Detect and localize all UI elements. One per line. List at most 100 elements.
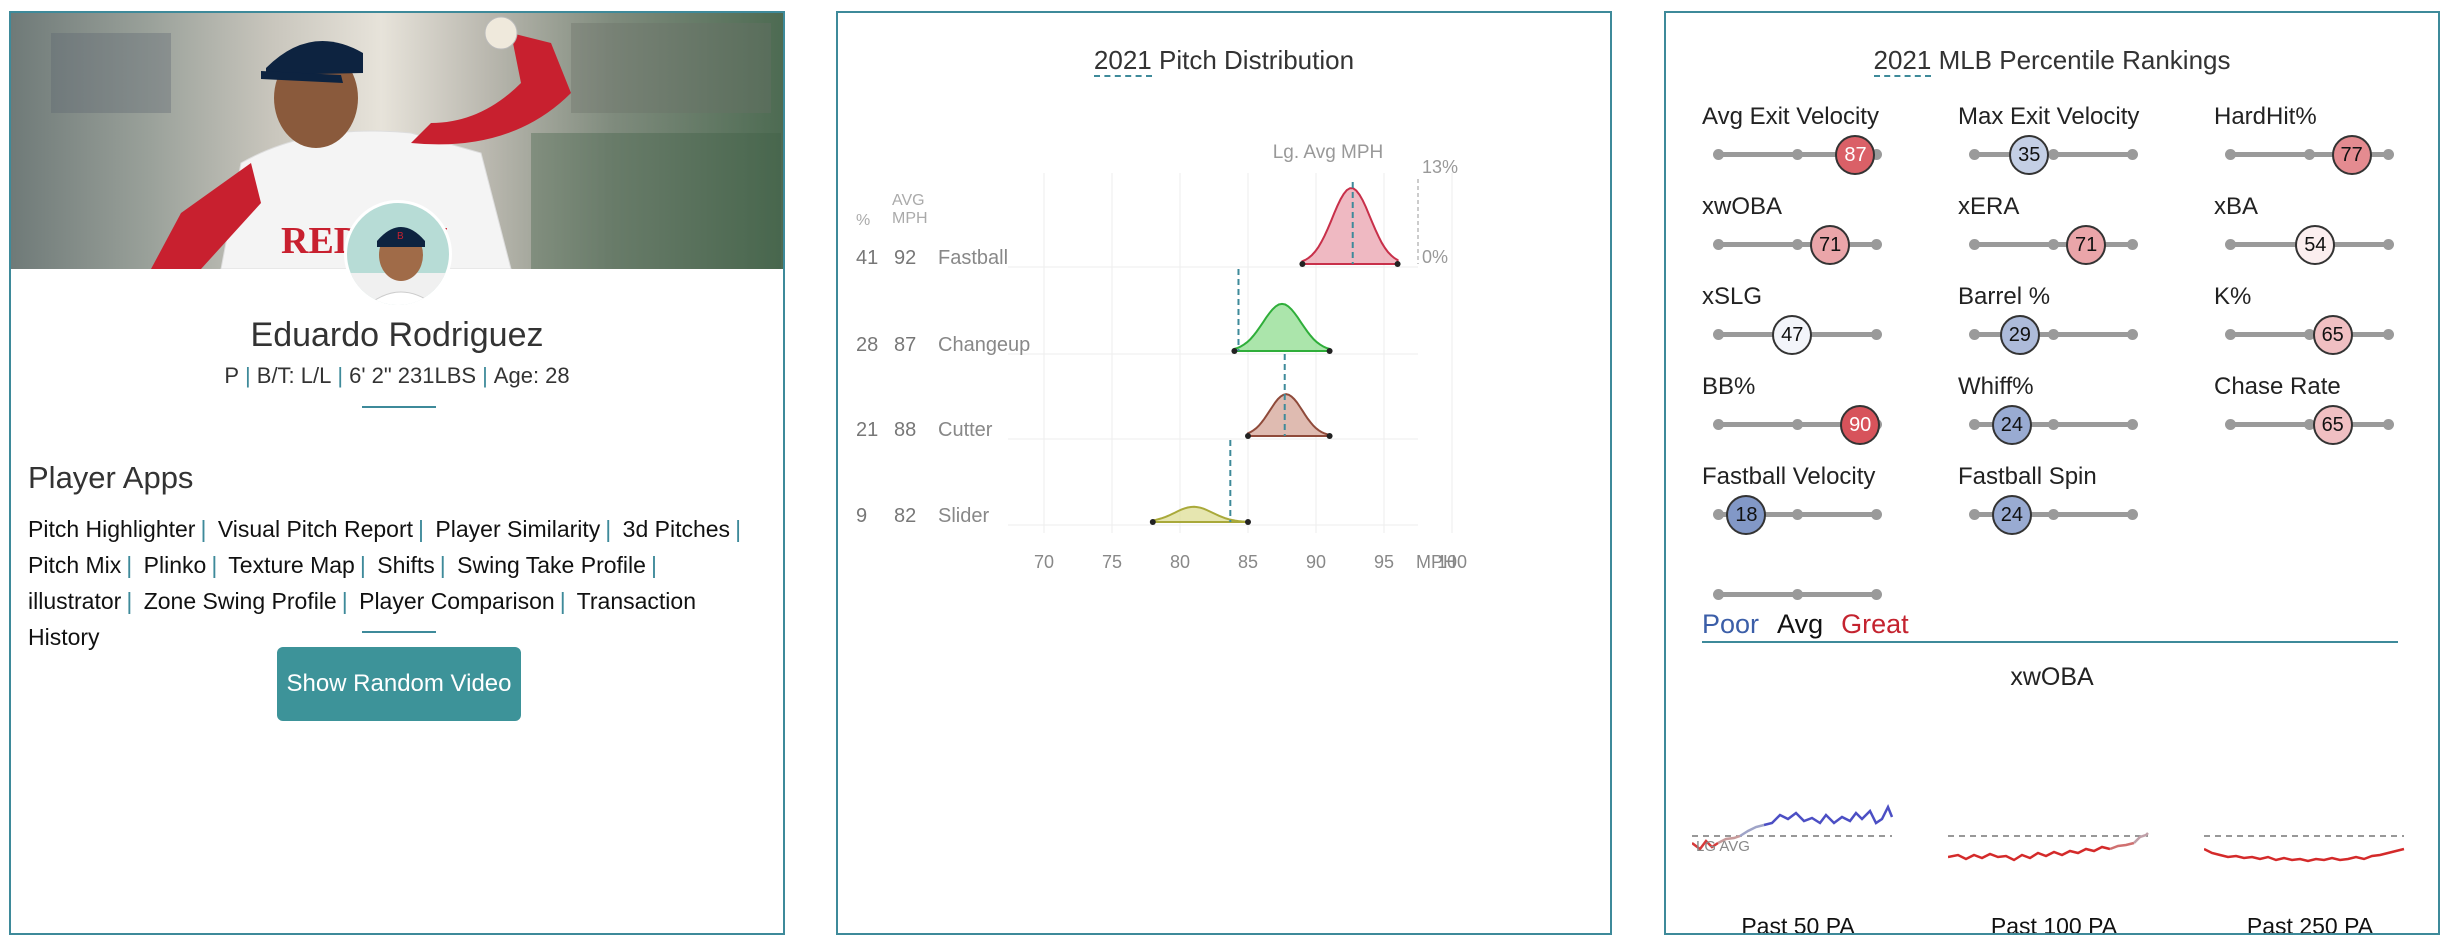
percentile-metric[interactable]: Max Exit Velocity 35 [1958,103,2158,183]
percentile-metric[interactable]: Fastball Velocity 18 [1702,463,1902,543]
app-link[interactable]: Pitch Highlighter [28,516,196,542]
metric-track-dot [2048,149,2059,160]
player-height-weight: 6' 2" 231LBS [349,363,477,388]
divider [362,631,436,633]
app-separator: | [735,516,742,542]
app-link[interactable]: Player Comparison [359,588,555,614]
app-link[interactable]: Shifts [377,552,435,578]
percentile-metric[interactable]: xBA 54 [2214,193,2414,273]
scale-min-label: 0% [1422,247,1448,267]
column-header-avg: AVG [892,192,925,209]
metric-track-dot [2304,149,2315,160]
percentile-metric[interactable]: K% 65 [2214,283,2414,363]
metric-percentile-bubble: 54 [2295,225,2336,265]
metric-label: Avg Exit Velocity [1702,103,1879,130]
percentile-metric[interactable]: HardHit% 77 [2214,103,2414,183]
percentile-metric[interactable]: xSLG 47 [1702,283,1902,363]
x-tick-label: 80 [1170,552,1190,572]
scale-max-label: 13% [1422,157,1458,177]
x-tick-label: 95 [1374,552,1394,572]
metric-label: xwOBA [1702,193,1783,220]
pitch-type-label: Fastball [938,247,1008,269]
metric-label: BB% [1702,373,1756,400]
show-random-video-button[interactable]: Show Random Video [277,647,521,721]
metric-track-dot [2304,419,2315,430]
metric-track-dot [1871,239,1882,250]
app-separator: | [126,552,133,578]
pitch-usage-pct: 9 [856,505,867,527]
legend-avg: Avg [1777,609,1824,639]
metric-percentile-bubble: 35 [2009,135,2050,175]
metric-track-dot [1871,329,1882,340]
app-link[interactable]: Pitch Mix [28,552,122,578]
metric-percentile-bubble: 71 [2066,225,2107,265]
player-age: Age: 28 [493,363,570,388]
percentile-metric[interactable]: Fastball Spin 24 [1958,463,2158,543]
metric-track-dot [1792,149,1803,160]
metric-track-dot [1713,149,1724,160]
percentile-legend: Poor Avg Great [1702,609,1927,640]
app-link[interactable]: Player Similarity [435,516,601,542]
percentile-metric[interactable]: xERA 71 [1958,193,2158,273]
metric-track-dot [1792,419,1803,430]
percentile-metric[interactable]: BB% 90 [1702,373,1902,453]
metric-track-dot [2127,149,2138,160]
app-link[interactable]: illustrator [28,588,122,614]
metric-percentile-bubble: 77 [2331,135,2372,175]
pitch-type-label: Cutter [938,419,993,441]
percentile-metric[interactable]: Avg Exit Velocity 87 [1702,103,1902,183]
app-link[interactable]: Transaction History [28,588,696,650]
title-year[interactable]: 2021 [1873,45,1932,77]
player-bats-throws: B/T: L/L [256,363,332,388]
metric-percentile-bubble: 71 [1810,225,1851,265]
density-endpoint [1149,519,1156,525]
metric-track-dot [1871,509,1882,520]
app-link[interactable]: Visual Pitch Report [217,516,414,542]
metric-track-dot [2225,329,2236,340]
x-tick-label: 100 [1437,552,1467,572]
metric-track-dot [2127,509,2138,520]
metric-label: xBA [2214,193,2259,220]
app-link[interactable]: Swing Take Profile [457,552,646,578]
metric-label: xSLG [1702,283,1763,310]
metric-track-dot [2225,149,2236,160]
percentile-metric[interactable]: xwOBA 71 [1702,193,1902,273]
x-axis-unit: MPH [1416,552,1456,572]
metric-track-dot [1969,509,1980,520]
svg-text:B: B [397,231,404,242]
legend-great: Great [1841,609,1909,639]
metric-track-dot [2383,149,2394,160]
app-link[interactable]: 3d Pitches [622,516,731,542]
metric-percentile-bubble: 65 [2312,405,2353,445]
league-average-label: LG AVG [1696,838,1750,855]
app-separator: | [200,516,207,542]
metric-track-dot [1713,329,1724,340]
metric-track-dot [1969,239,1980,250]
metric-label: Barrel % [1958,283,2051,310]
app-link[interactable]: Zone Swing Profile [143,588,337,614]
metric-track-dot [2383,419,2394,430]
divider [362,406,436,408]
percentile-metric[interactable]: Whiff% 24 [1958,373,2158,453]
metric-track-dot [1969,149,1980,160]
app-link[interactable]: Plinko [143,552,207,578]
title-year[interactable]: 2021 [1093,45,1152,77]
app-separator: | [211,552,218,578]
metric-label: Max Exit Velocity [1958,103,2140,130]
metric-percentile-bubble: 18 [1726,495,1767,535]
pitch-usage-pct: 28 [856,334,878,356]
title-text: MLB Percentile Rankings [1931,45,2231,75]
app-separator: | [418,516,425,542]
percentile-metric[interactable]: Barrel % 29 [1958,283,2158,363]
metric-track-dot [2383,239,2394,250]
legend-poor: Poor [1702,609,1760,639]
app-link[interactable]: Texture Map [228,552,355,578]
metric-track-dot [1969,419,1980,430]
x-tick-label: 70 [1034,552,1054,572]
percentile-metric[interactable]: Chase Rate 65 [2214,373,2414,453]
column-header-mph: MPH [892,210,928,227]
player-meta: P | B/T: L/L | 6' 2" 231LBS | Age: 28 [224,363,570,388]
metric-track-dot [1713,419,1724,430]
legend-slider [1702,543,1902,623]
